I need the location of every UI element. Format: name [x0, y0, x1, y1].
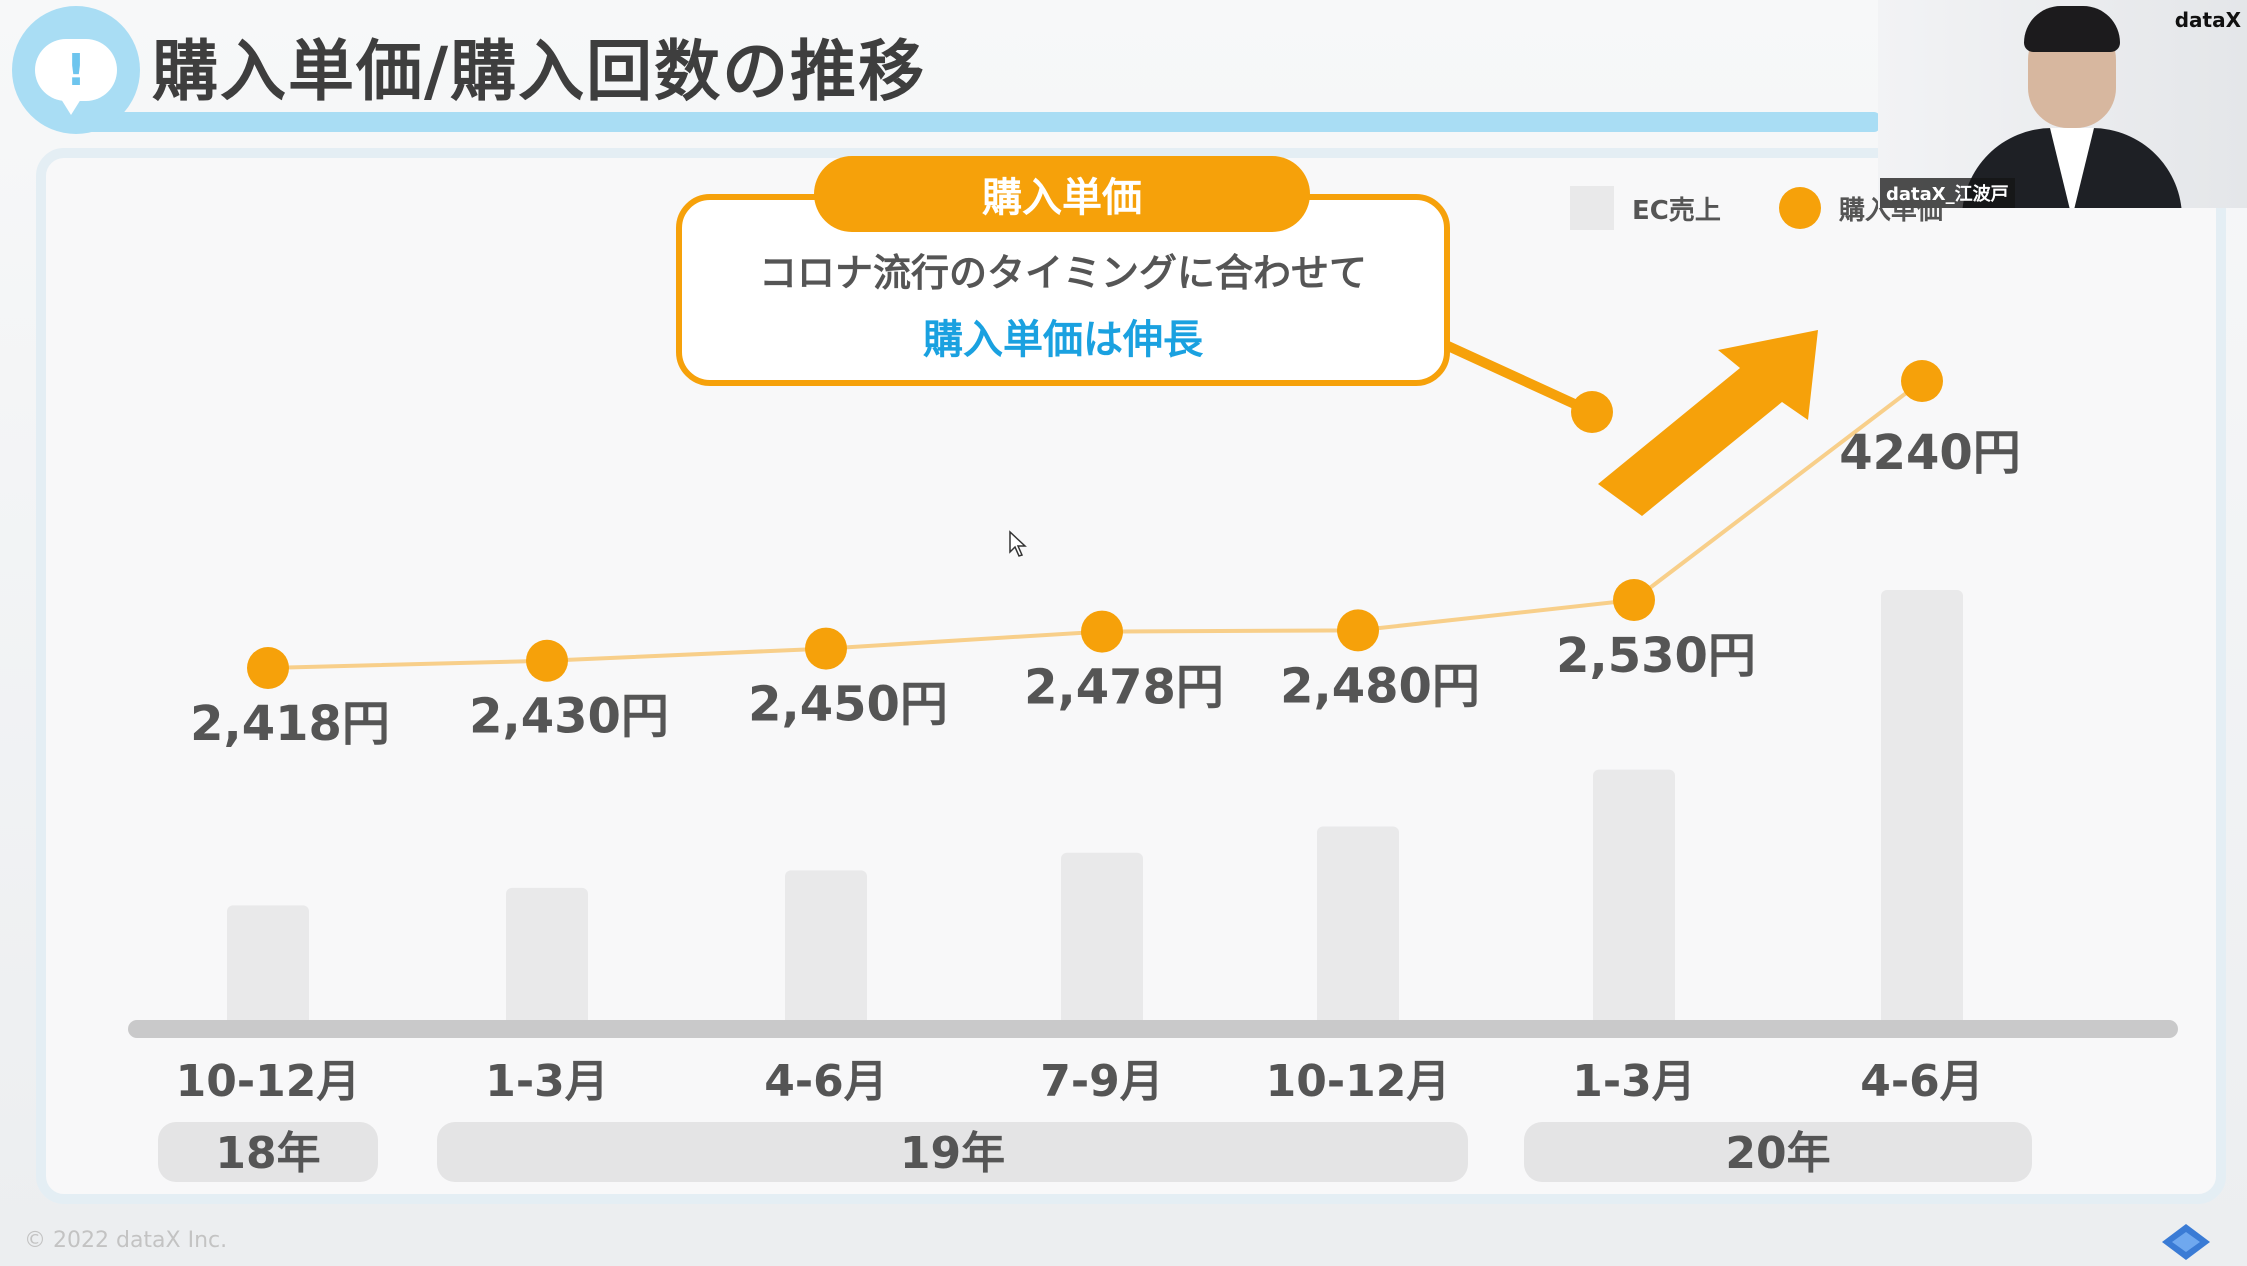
data-label-unit-price: 2,530円 — [1556, 628, 1756, 684]
page-title: 購入単価/購入回数の推移 — [152, 33, 927, 110]
x-tick-label: 4-6月 — [1860, 1056, 1984, 1107]
year-group-label: 18年 — [215, 1128, 320, 1179]
callout-text: コロナ流行のタイミングに合わせて — [758, 250, 1367, 295]
data-label-unit-price: 2,478円 — [1024, 660, 1224, 716]
title-underline — [60, 112, 1880, 132]
x-tick-label: 4-6月 — [764, 1056, 888, 1107]
point-unit-price — [805, 627, 847, 670]
bar-ec-sales — [1061, 852, 1143, 1028]
chart-legend: EC売上 購入単価 — [1570, 186, 1943, 230]
x-tick-label: 10-12月 — [176, 1056, 361, 1107]
upward-arrow-icon — [1598, 330, 1818, 516]
legend-bar-swatch — [1570, 186, 1614, 230]
x-tick-label: 10-12月 — [1266, 1056, 1451, 1107]
year-group-pill — [158, 1122, 378, 1182]
bar-ec-sales — [1593, 769, 1675, 1028]
legend-dot-swatch — [1778, 187, 1821, 229]
webcam-brand-logo: dataX — [2174, 8, 2241, 32]
year-group-label: 20年 — [1725, 1128, 1830, 1179]
point-unit-price — [526, 639, 568, 682]
x-tick-label: 1-3月 — [1572, 1056, 1696, 1107]
mouse-cursor-icon — [1009, 530, 1027, 557]
callout-box: コロナ流行のタイミングに合わせて 購入単価は伸長 — [676, 194, 1450, 386]
x-tick-label: 7-9月 — [1040, 1056, 1164, 1107]
alert-badge-icon: ! — [12, 6, 140, 134]
webcam-name-tag: dataX_江波戸 — [1880, 178, 2015, 208]
bar-ec-sales — [506, 887, 588, 1028]
bar-ec-sales — [1317, 826, 1399, 1028]
callout-highlight: 購入単価は伸長 — [923, 316, 1203, 363]
data-label-unit-price: 2,450円 — [748, 677, 948, 733]
copyright-text: © 2022 dataX Inc. — [24, 1228, 228, 1253]
data-label-unit-price: 4240円 — [1839, 425, 2021, 481]
point-unit-price — [1613, 579, 1655, 621]
point-unit-price — [1901, 360, 1943, 402]
bar-ec-sales — [1881, 590, 1963, 1028]
data-label-unit-price: 2,430円 — [469, 689, 669, 745]
data-label-unit-price: 2,480円 — [1280, 658, 1480, 714]
legend-label-bars: EC売上 — [1632, 195, 1721, 226]
year-group-pill — [1524, 1122, 2032, 1182]
diamond-logo-icon — [2162, 1224, 2210, 1260]
data-label-unit-price: 2,418円 — [190, 696, 390, 752]
point-unit-price — [1081, 610, 1123, 653]
x-tick-label: 1-3月 — [485, 1056, 609, 1107]
point-unit-price — [1337, 609, 1379, 652]
callout-pointer — [1443, 341, 1597, 417]
webcam-overlay: dataX_江波戸 dataX — [1878, 0, 2247, 208]
point-unit-price — [247, 647, 289, 689]
year-group-label: 19年 — [900, 1128, 1005, 1179]
bar-ec-sales — [785, 870, 867, 1028]
bar-ec-sales — [227, 905, 309, 1028]
year-group-pill — [437, 1122, 1468, 1182]
callout-pointer-dot — [1571, 391, 1613, 433]
callout-header: 購入単価 — [814, 156, 1310, 232]
x-axis-line — [128, 1020, 2178, 1038]
speech-bubble-icon: ! — [35, 39, 117, 115]
